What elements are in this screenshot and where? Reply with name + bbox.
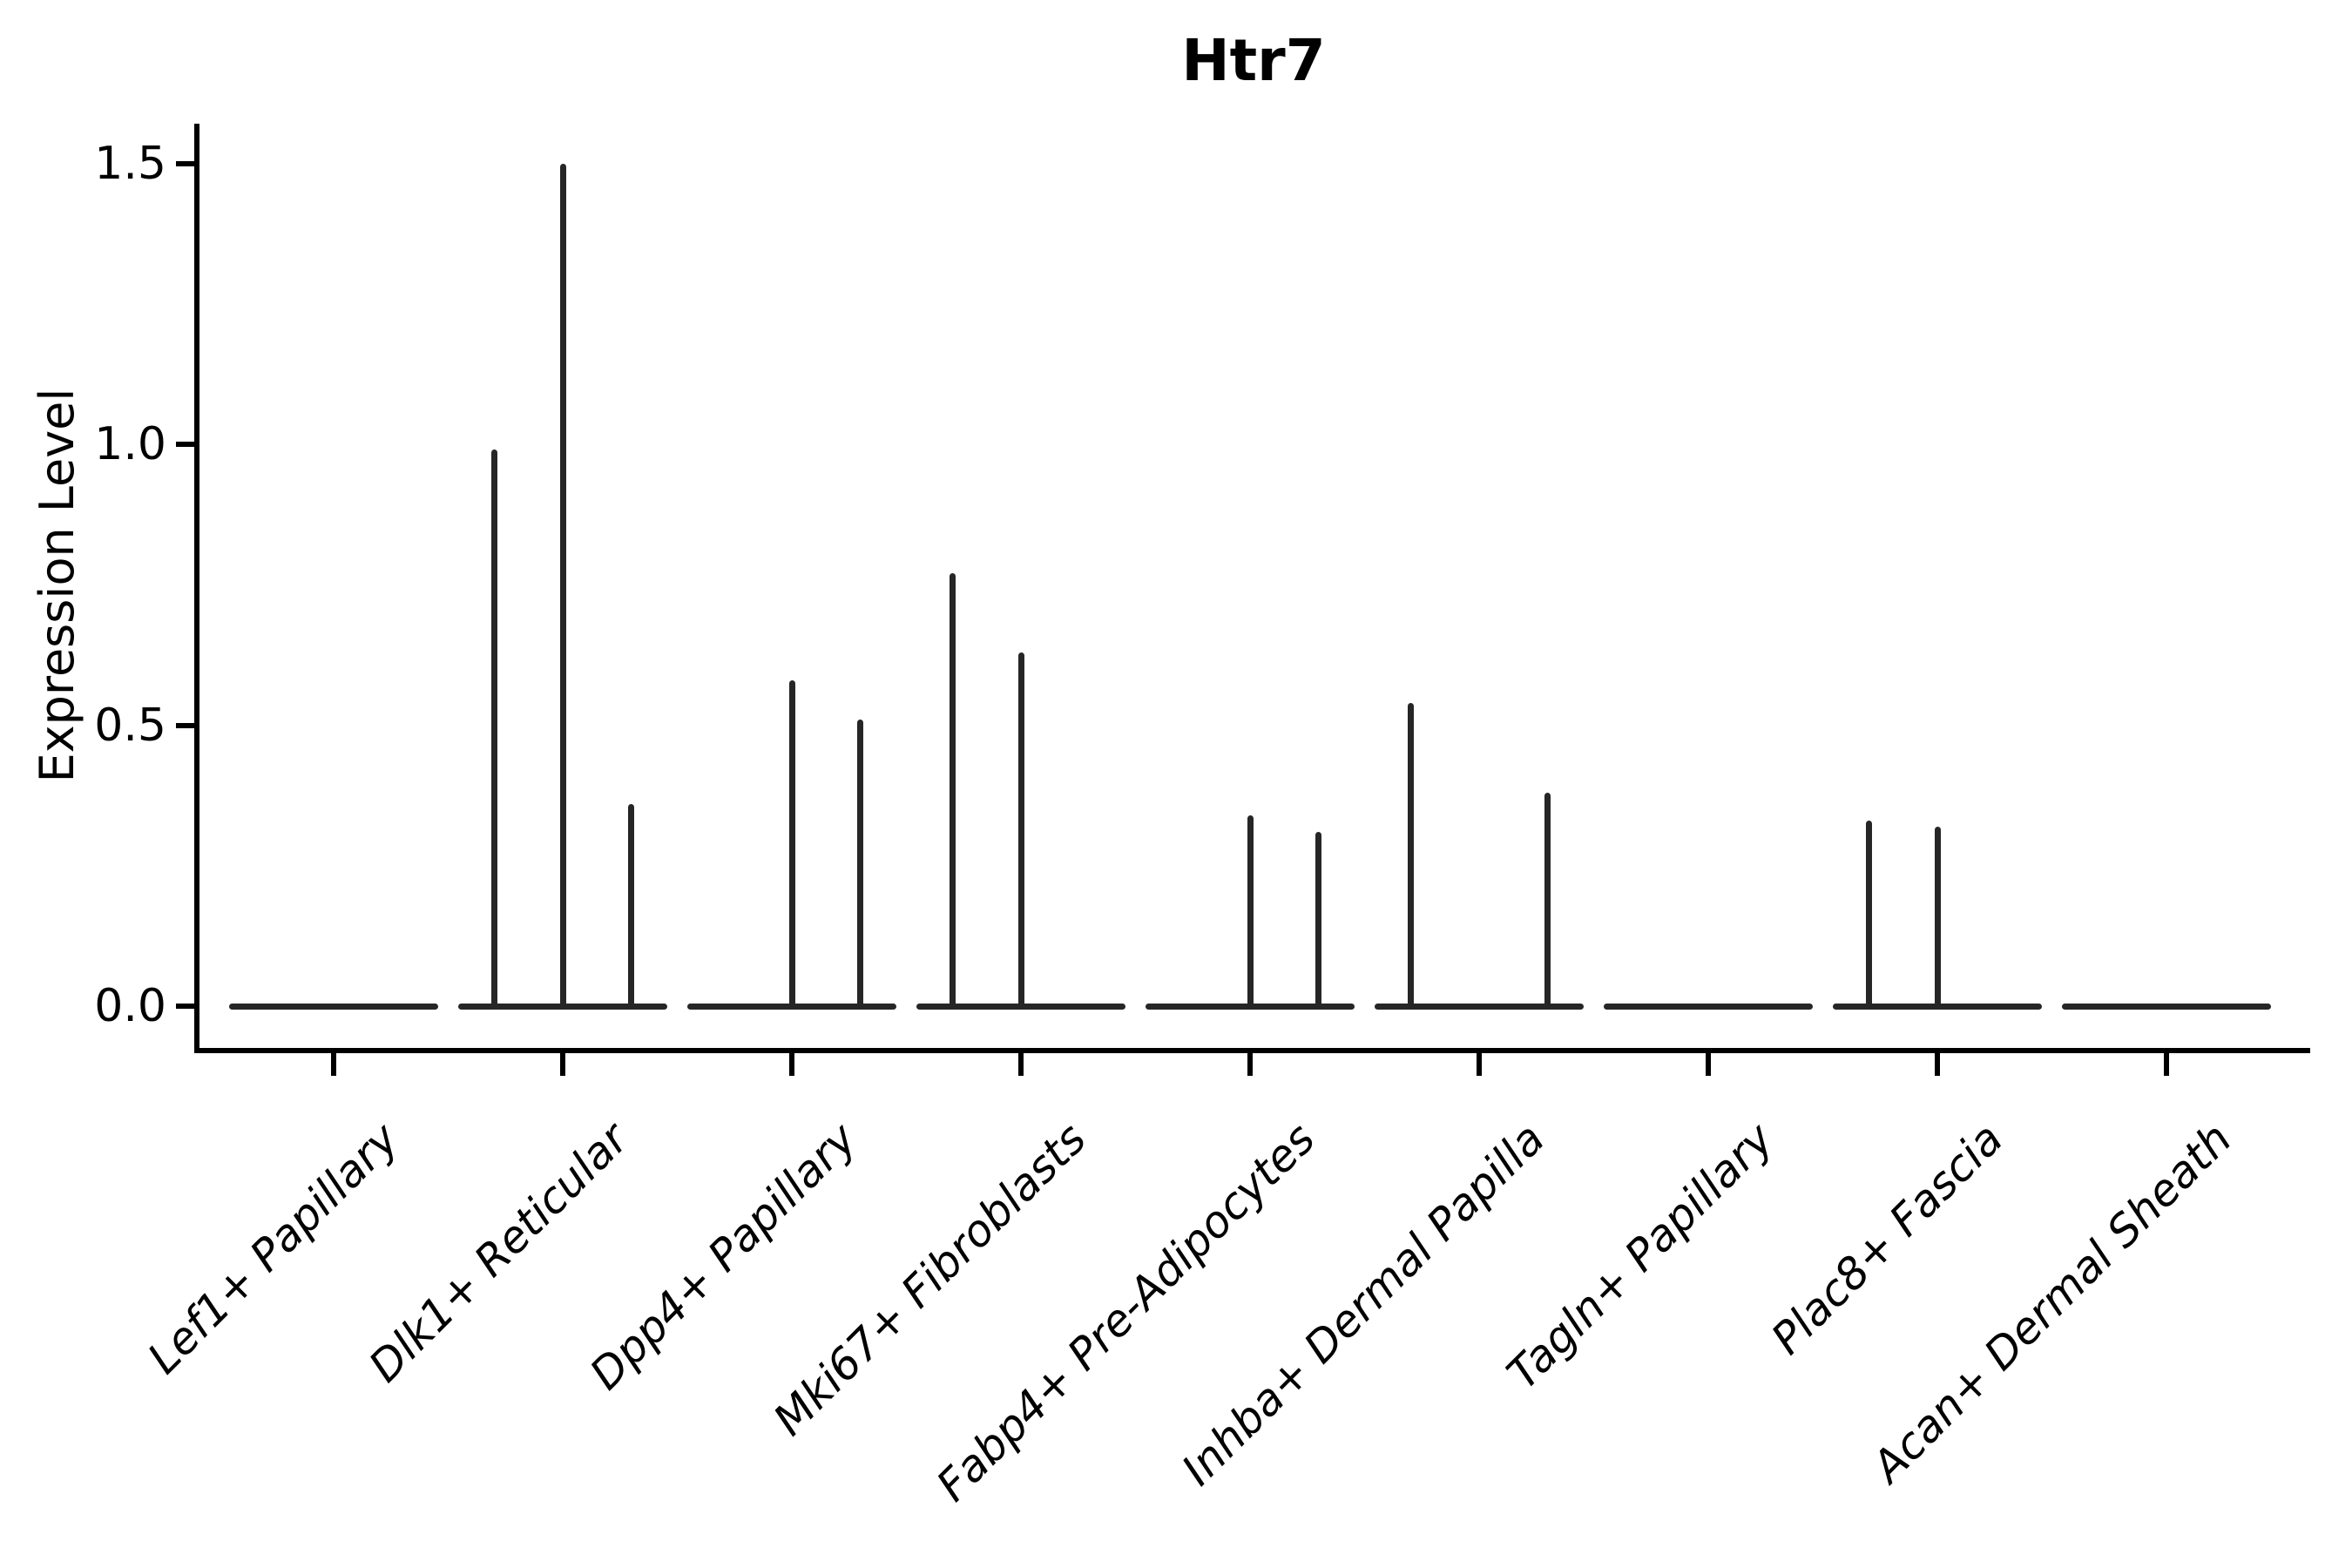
violin-spike: [1865, 821, 1872, 1006]
y-tick-label: 0.0: [94, 980, 166, 1032]
y-axis-spine: [194, 124, 199, 1053]
x-tick: [1935, 1053, 1940, 1076]
x-tick-label: Fabp4+ Pre-Adipocytes: [927, 1113, 1326, 1511]
y-tick: [176, 722, 194, 728]
y-tick: [176, 160, 194, 166]
violin-spike: [1017, 652, 1024, 1006]
x-tick: [789, 1053, 794, 1076]
violin-spike: [788, 679, 795, 1006]
y-tick: [176, 442, 194, 447]
violin-baseline: [1604, 1003, 1813, 1010]
x-tick-label: Inhba+ Dermal Papilla: [1172, 1113, 1555, 1496]
violin-baseline: [687, 1003, 896, 1010]
violin-baseline: [229, 1003, 438, 1010]
violin-baseline: [458, 1003, 667, 1010]
x-tick: [1018, 1053, 1024, 1076]
y-tick: [176, 1004, 194, 1009]
x-tick-label: Lef1+ Papillary: [138, 1113, 409, 1384]
x-axis-spine: [194, 1048, 2310, 1053]
y-tick-label: 1.0: [94, 418, 166, 470]
x-tick: [1477, 1053, 1482, 1076]
violin-baseline: [1833, 1003, 2042, 1010]
violin-spike: [1934, 826, 1941, 1006]
violin-spike: [949, 573, 956, 1006]
violin-spike: [559, 163, 566, 1006]
violin-spike: [628, 803, 635, 1006]
x-tick-label: Plac8+ Fascia: [1761, 1113, 2013, 1364]
x-tick: [560, 1053, 565, 1076]
violin-baseline: [2062, 1003, 2271, 1010]
violin-spike: [490, 449, 497, 1006]
violin-baseline: [1146, 1003, 1355, 1010]
y-tick-label: 1.5: [94, 137, 166, 190]
violin-baseline: [1375, 1003, 1584, 1010]
y-tick-label: 0.5: [94, 699, 166, 752]
violin-baseline: [916, 1003, 1125, 1010]
violin-spike: [1407, 702, 1414, 1006]
x-tick: [331, 1053, 336, 1076]
violin-spike: [857, 720, 864, 1006]
chart-title: Htr7: [1181, 27, 1326, 94]
violin-spike: [1247, 814, 1254, 1006]
x-tick: [1247, 1053, 1253, 1076]
violin-spike: [1544, 792, 1551, 1006]
x-tick: [2164, 1053, 2169, 1076]
violin-spike: [1315, 832, 1322, 1006]
x-tick: [1706, 1053, 1711, 1076]
